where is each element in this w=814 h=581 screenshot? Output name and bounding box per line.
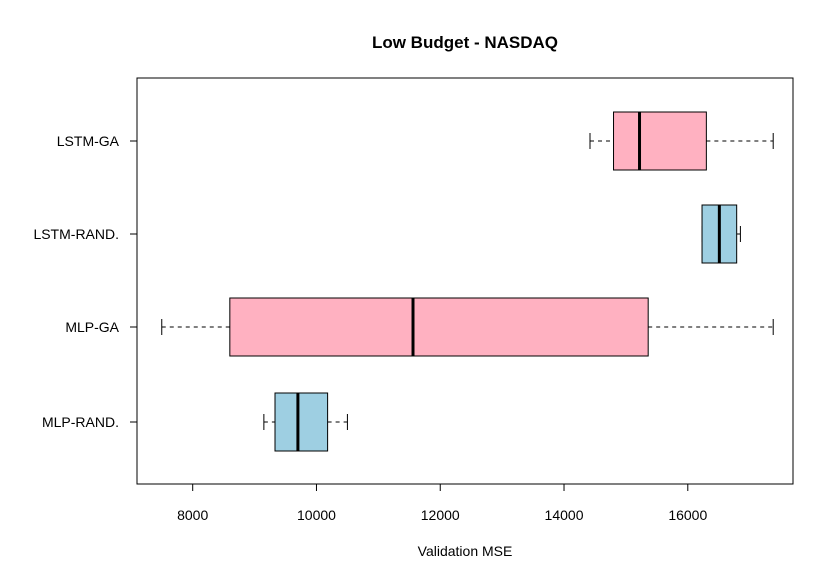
- y-tick-label: MLP-GA: [65, 319, 119, 335]
- box-group: [701, 204, 741, 264]
- box-iqr: [229, 297, 649, 357]
- x-tick-label: 12000: [421, 507, 460, 523]
- box-group: [589, 111, 774, 171]
- y-tick-label: LSTM-RAND.: [33, 226, 119, 242]
- x-axis-label: Validation MSE: [418, 543, 513, 559]
- x-tick-label: 16000: [668, 507, 707, 523]
- x-tick-label: 14000: [545, 507, 584, 523]
- y-tick-label: MLP-RAND.: [42, 414, 119, 430]
- box-group: [161, 297, 774, 357]
- y-axis: MLP-RAND. MLP-GA LSTM-RAND. LSTM-GA: [33, 133, 138, 430]
- y-tick-label: LSTM-GA: [57, 133, 120, 149]
- x-tick-label: 8000: [177, 507, 208, 523]
- x-axis: 8000 10000 12000 14000 16000: [177, 483, 707, 523]
- x-tick-label: 10000: [297, 507, 336, 523]
- box-iqr: [274, 392, 329, 452]
- box-iqr: [613, 111, 707, 171]
- boxes-layer: [161, 111, 774, 452]
- chart-title: Low Budget - NASDAQ: [372, 33, 558, 52]
- box-group: [263, 392, 348, 452]
